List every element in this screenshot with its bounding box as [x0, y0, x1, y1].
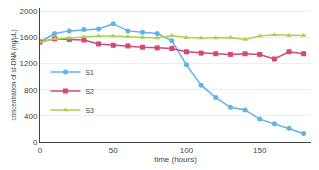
- svg-text:2000: 2000: [20, 7, 38, 16]
- svg-text:0: 0: [38, 146, 43, 155]
- svg-text:S1: S1: [85, 69, 94, 76]
- svg-text:800: 800: [24, 86, 38, 95]
- svg-text:1200: 1200: [20, 59, 38, 68]
- svg-text:concentration of st-DNA (ng/μL: concentration of st-DNA (ng/μL): [10, 29, 18, 120]
- svg-text:150: 150: [253, 146, 267, 155]
- svg-text:S2: S2: [85, 88, 94, 95]
- svg-text:S3: S3: [85, 107, 94, 114]
- svg-text:0: 0: [33, 138, 38, 147]
- svg-text:1600: 1600: [20, 33, 38, 42]
- svg-text:100: 100: [180, 146, 194, 155]
- svg-text:400: 400: [24, 112, 38, 121]
- svg-text:time (hours): time (hours): [154, 155, 197, 164]
- svg-text:50: 50: [109, 146, 118, 155]
